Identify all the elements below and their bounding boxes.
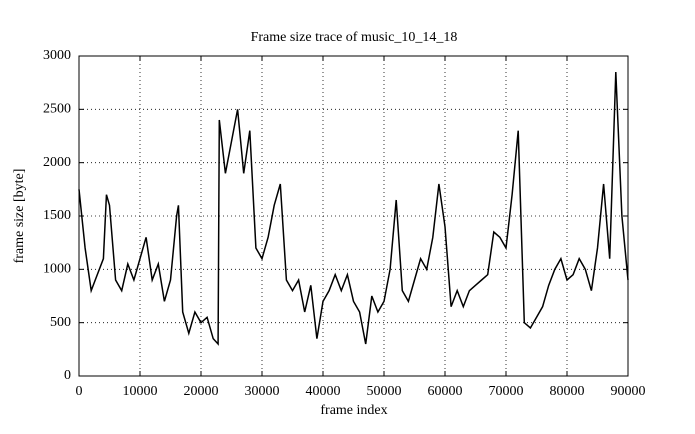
x-tick-label: 30000 [245, 384, 280, 399]
y-tick-label: 1500 [43, 208, 71, 223]
y-tick-label: 2000 [43, 155, 71, 170]
x-tick-label: 50000 [367, 384, 402, 399]
y-tick-label: 0 [64, 368, 71, 383]
x-tick-label: 10000 [123, 384, 158, 399]
x-tick-label: 20000 [184, 384, 219, 399]
y-tick-label: 3000 [43, 48, 71, 63]
x-tick-label: 70000 [489, 384, 524, 399]
y-tick-label: 1000 [43, 262, 71, 277]
y-tick-label: 500 [50, 315, 71, 330]
x-tick-label: 0 [76, 384, 83, 399]
data-line [78, 71, 629, 346]
x-tick-label: 80000 [550, 384, 585, 399]
chart-title: Frame size trace of music_10_14_18 [251, 30, 458, 45]
x-tick-label: 90000 [611, 384, 646, 399]
x-axis-label: frame index [320, 403, 387, 418]
x-tick-label: 40000 [306, 384, 341, 399]
y-tick-label: 2500 [43, 102, 71, 117]
plot-frame [78, 55, 629, 377]
x-tick-label: 60000 [428, 384, 463, 399]
y-axis-label: frame size [byte] [12, 169, 27, 264]
